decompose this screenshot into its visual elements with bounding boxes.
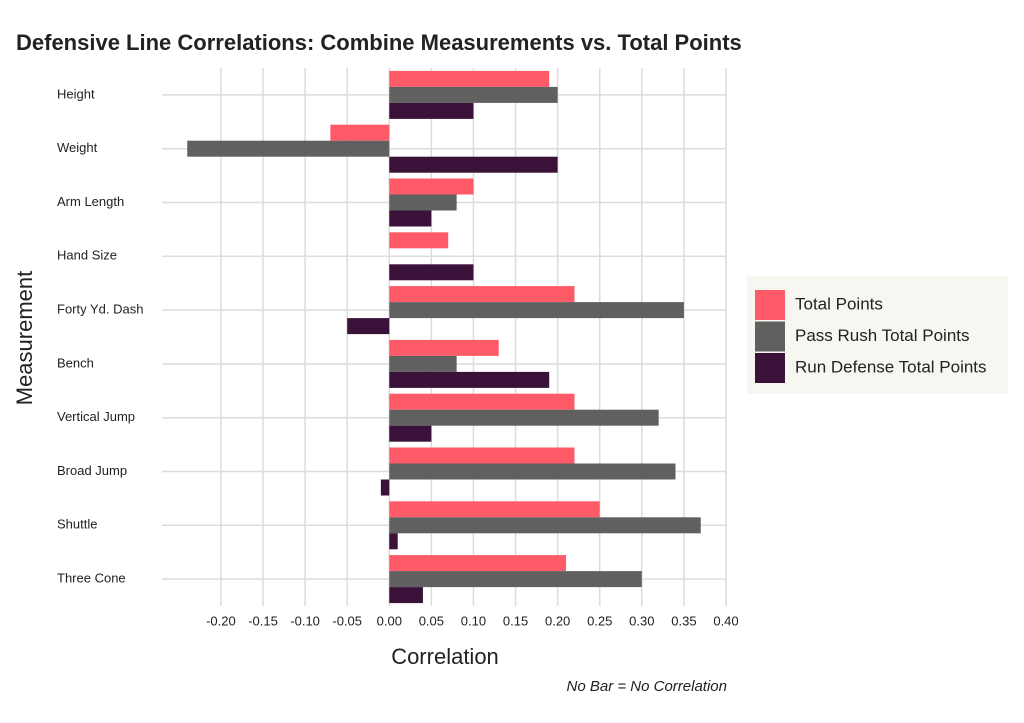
x-tick-label: 0.35 [671,613,696,628]
x-tick-label: 0.05 [419,613,444,628]
legend-box [747,276,1008,394]
x-axis-label: Correlation [391,644,499,669]
bar [389,302,684,319]
bar [389,194,457,211]
bar [389,587,423,604]
bar [389,339,499,356]
chart-title: Defensive Line Correlations: Combine Mea… [16,30,742,55]
bar [187,140,390,157]
y-tick-label: Broad Jump [57,463,127,478]
x-tick-label: 0.15 [503,613,528,628]
legend-label: Pass Rush Total Points [795,326,970,345]
x-tick-label: 0.10 [461,613,486,628]
y-tick-label: Height [57,86,95,101]
y-tick-label: Arm Length [57,194,124,209]
legend-label: Run Defense Total Points [795,357,987,376]
legend-swatch [755,353,785,383]
y-tick-label: Bench [57,355,94,370]
y-tick-label: Forty Yd. Dash [57,302,143,317]
bar [389,501,600,518]
x-tick-label: 0.00 [377,613,402,628]
bar [389,517,701,534]
y-tick-label: Shuttle [57,517,97,532]
caption: No Bar = No Correlation [567,678,728,695]
bar [380,479,390,496]
bar [389,533,398,550]
bar [389,232,449,249]
x-tick-label: -0.05 [332,613,362,628]
y-axis-label: Measurement [12,271,37,406]
x-tick-label: 0.30 [629,613,654,628]
bar [389,447,575,464]
x-tick-label: -0.10 [290,613,320,628]
legend-swatch [755,321,785,352]
bar [389,393,575,410]
bar [389,178,474,195]
bar [389,555,567,572]
bar [389,355,457,372]
y-tick-label: Three Cone [57,571,126,586]
y-tick-label: Hand Size [57,248,117,263]
bar [389,463,676,480]
x-tick-label: 0.25 [587,613,612,628]
bar [389,571,642,588]
bar [389,102,474,119]
bar [389,210,432,227]
bar [389,371,550,388]
bar [389,409,659,426]
legend-swatch [755,290,785,320]
bar [389,264,474,281]
y-tick-label: Vertical Jump [57,409,135,424]
x-tick-label: 0.40 [713,613,738,628]
bar [389,70,550,87]
bar [389,86,558,103]
bar [389,156,558,173]
legend-label: Total Points [795,294,883,313]
bar [389,425,432,442]
y-tick-label: Weight [57,140,98,155]
x-tick-label: -0.20 [206,613,236,628]
x-tick-label: -0.15 [248,613,278,628]
bar [330,124,390,141]
bar [347,318,390,335]
x-tick-label: 0.20 [545,613,570,628]
bar [389,286,575,303]
